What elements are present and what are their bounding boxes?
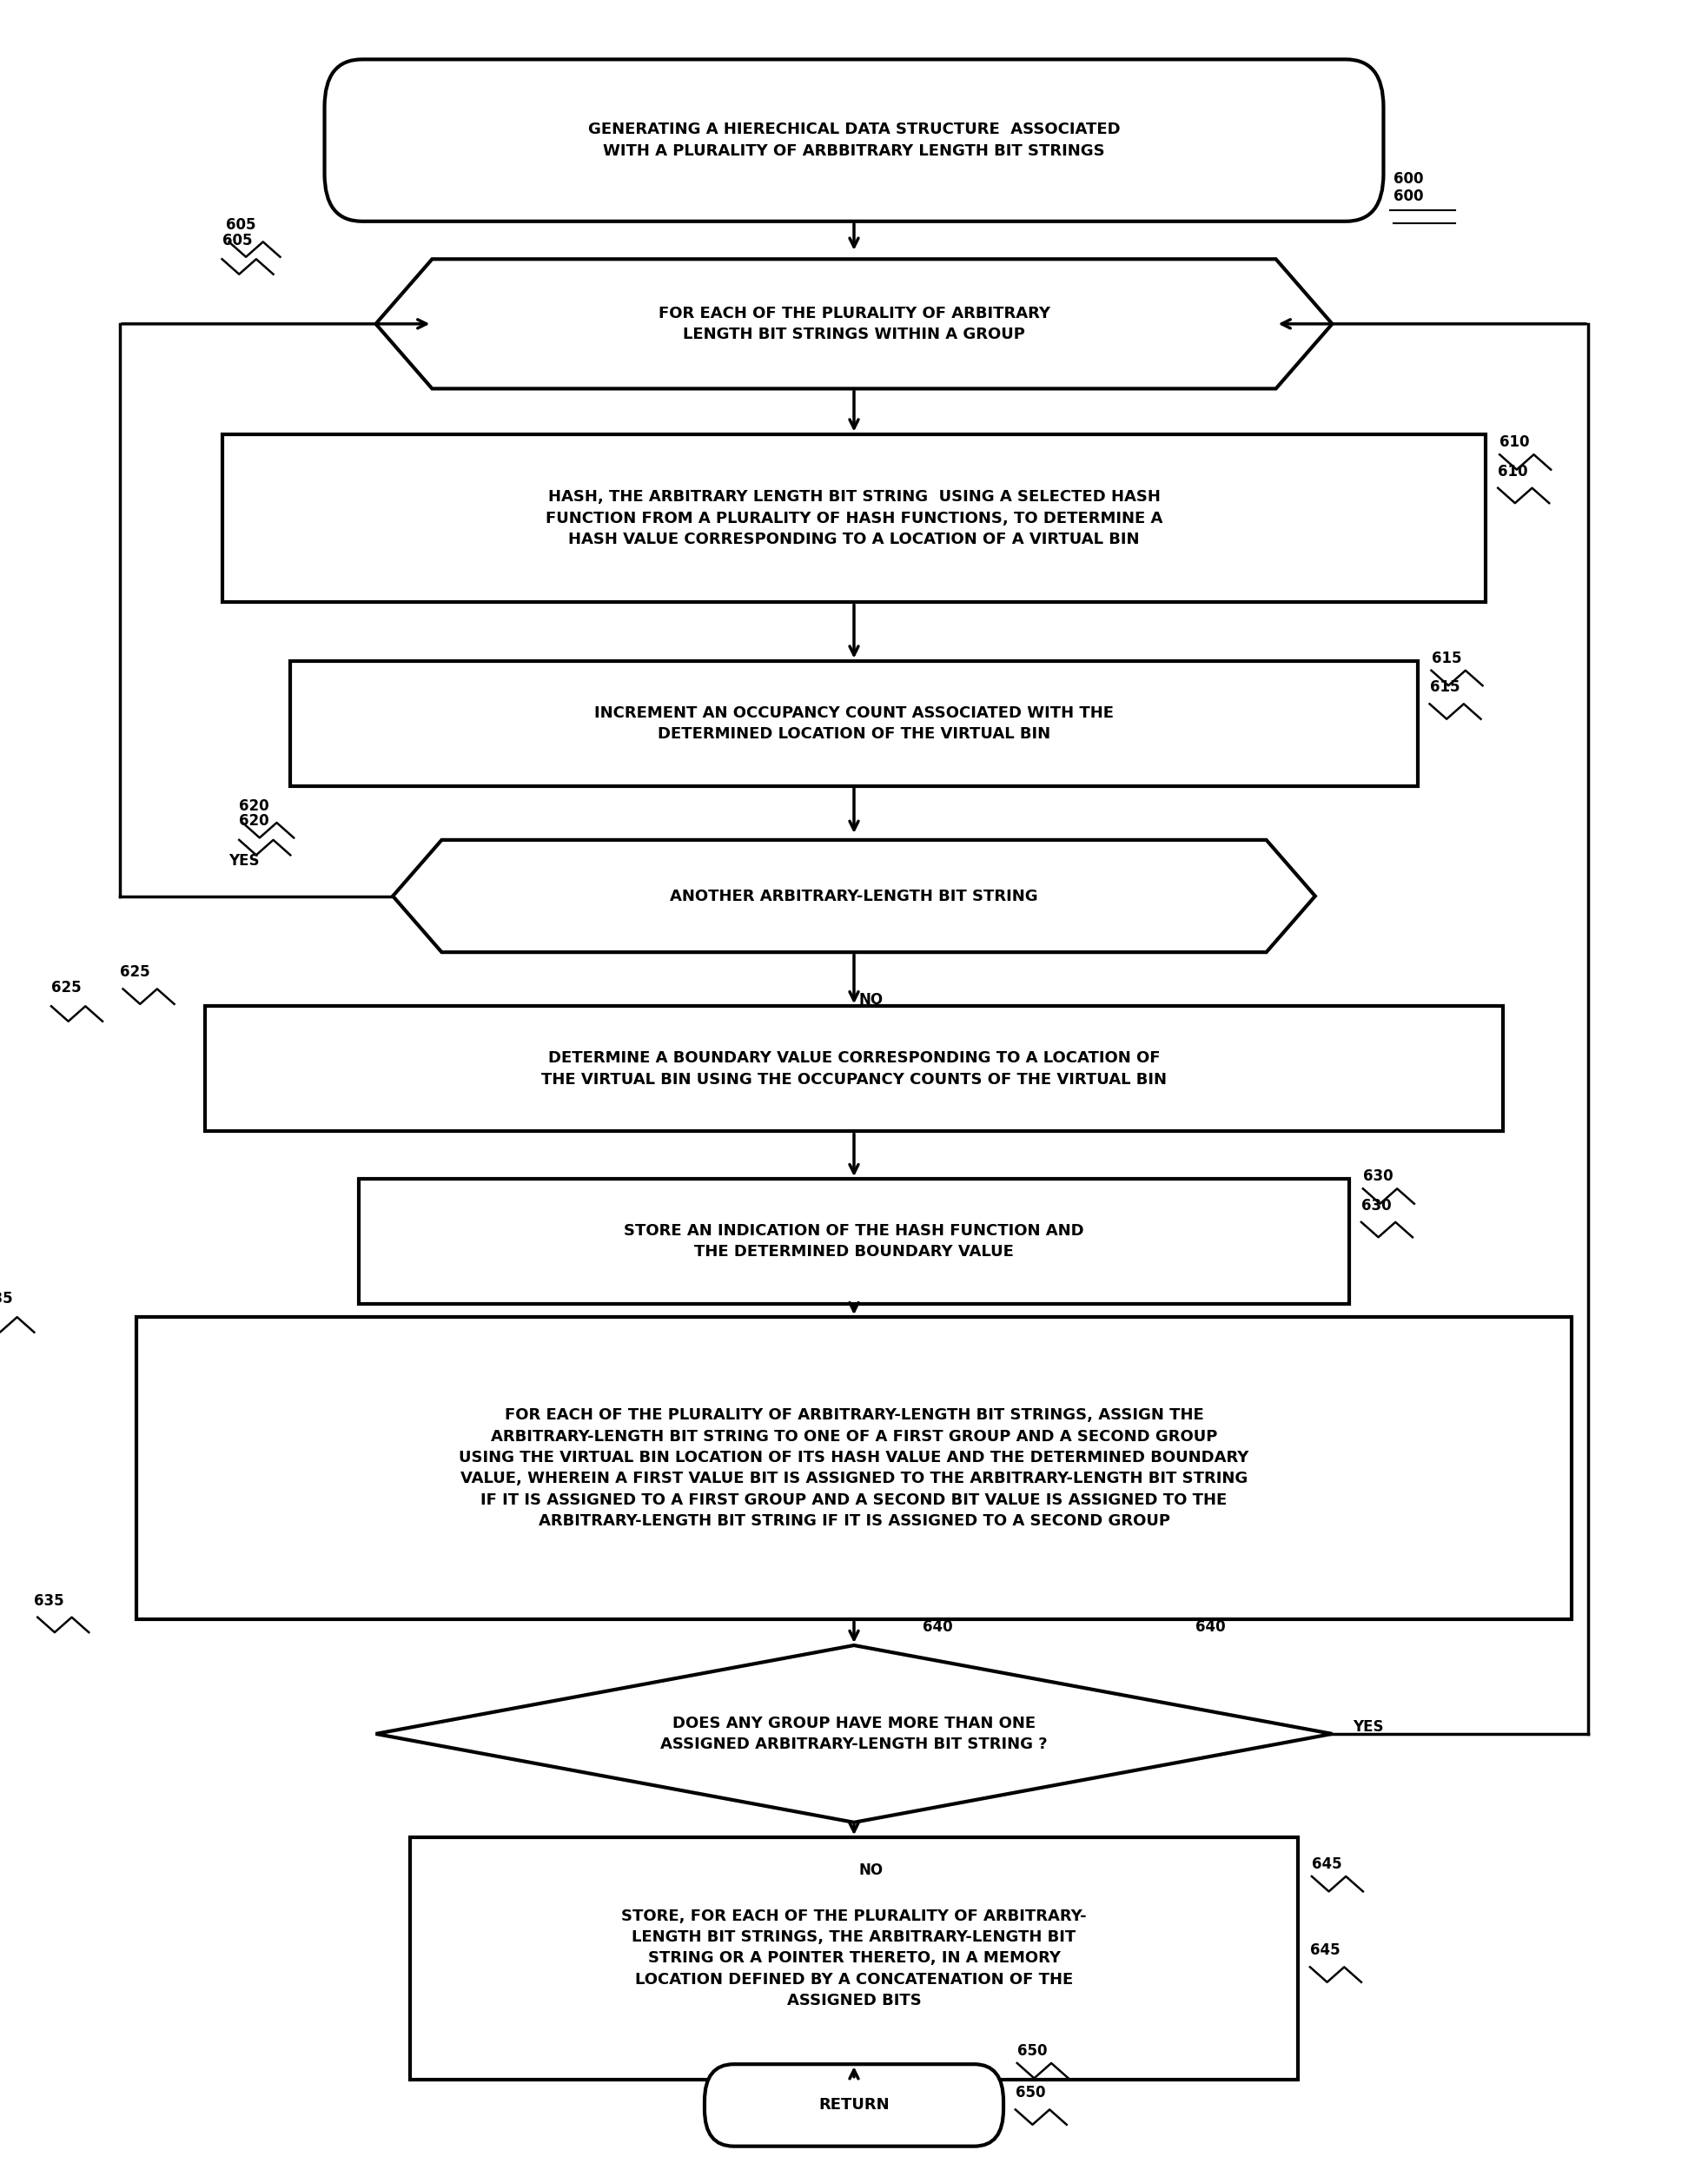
Text: NO: NO xyxy=(859,1862,883,1877)
Text: NO: NO xyxy=(859,992,883,1007)
Text: 620: 620 xyxy=(239,799,270,814)
Text: 625: 625 xyxy=(51,981,82,996)
Bar xyxy=(410,1838,1298,2079)
Text: STORE AN INDICATION OF THE HASH FUNCTION AND
THE DETERMINED BOUNDARY VALUE: STORE AN INDICATION OF THE HASH FUNCTION… xyxy=(623,1224,1085,1261)
Text: INCREMENT AN OCCUPANCY COUNT ASSOCIATED WITH THE
DETERMINED LOCATION OF THE VIRT: INCREMENT AN OCCUPANCY COUNT ASSOCIATED … xyxy=(594,705,1114,742)
Polygon shape xyxy=(376,1645,1332,1823)
Polygon shape xyxy=(393,840,1315,953)
Polygon shape xyxy=(376,258,1332,388)
Text: YES: YES xyxy=(229,853,260,868)
Text: DETERMINE A BOUNDARY VALUE CORRESPONDING TO A LOCATION OF
THE VIRTUAL BIN USING : DETERMINE A BOUNDARY VALUE CORRESPONDING… xyxy=(541,1050,1167,1087)
Text: 640: 640 xyxy=(1196,1619,1226,1634)
Text: GENERATING A HIERECHICAL DATA STRUCTURE  ASSOCIATED
WITH A PLURALITY OF ARBBITRA: GENERATING A HIERECHICAL DATA STRUCTURE … xyxy=(588,122,1120,158)
Text: 635: 635 xyxy=(34,1593,65,1608)
Text: 600: 600 xyxy=(1394,189,1424,204)
Text: 605: 605 xyxy=(222,232,253,247)
Text: ANOTHER ARBITRARY-LENGTH BIT STRING: ANOTHER ARBITRARY-LENGTH BIT STRING xyxy=(670,888,1038,905)
Text: RETURN: RETURN xyxy=(818,2098,890,2114)
Text: YES: YES xyxy=(1353,1719,1383,1736)
Text: FOR EACH OF THE PLURALITY OF ARBITRARY
LENGTH BIT STRINGS WITHIN A GROUP: FOR EACH OF THE PLURALITY OF ARBITRARY L… xyxy=(658,306,1050,343)
Text: 645: 645 xyxy=(1310,1942,1341,1957)
Text: 610: 610 xyxy=(1500,434,1530,449)
FancyBboxPatch shape xyxy=(325,59,1383,221)
Bar xyxy=(222,434,1486,603)
FancyBboxPatch shape xyxy=(704,2064,1003,2146)
Bar xyxy=(137,1317,1571,1619)
Text: 615: 615 xyxy=(1431,651,1462,666)
Text: 640: 640 xyxy=(922,1619,953,1634)
Text: 605: 605 xyxy=(225,217,256,232)
Text: 615: 615 xyxy=(1430,679,1460,694)
Text: 620: 620 xyxy=(239,814,270,829)
Text: DOES ANY GROUP HAVE MORE THAN ONE
ASSIGNED ARBITRARY-LENGTH BIT STRING ?: DOES ANY GROUP HAVE MORE THAN ONE ASSIGN… xyxy=(661,1716,1047,1751)
Text: STORE, FOR EACH OF THE PLURALITY OF ARBITRARY-
LENGTH BIT STRINGS, THE ARBITRARY: STORE, FOR EACH OF THE PLURALITY OF ARBI… xyxy=(622,1907,1086,2009)
Text: 650: 650 xyxy=(1015,2085,1045,2101)
Text: 645: 645 xyxy=(1312,1855,1342,1873)
Text: 650: 650 xyxy=(1018,2044,1047,2059)
Text: HASH, THE ARBITRARY LENGTH BIT STRING  USING A SELECTED HASH
FUNCTION FROM A PLU: HASH, THE ARBITRARY LENGTH BIT STRING US… xyxy=(545,488,1163,547)
Text: 625: 625 xyxy=(120,966,150,981)
Text: 630: 630 xyxy=(1361,1198,1392,1213)
Text: 635: 635 xyxy=(0,1291,14,1306)
Bar xyxy=(359,1178,1349,1304)
Text: FOR EACH OF THE PLURALITY OF ARBITRARY-LENGTH BIT STRINGS, ASSIGN THE
ARBITRARY-: FOR EACH OF THE PLURALITY OF ARBITRARY-L… xyxy=(459,1408,1249,1530)
Text: 610: 610 xyxy=(1498,464,1529,480)
Bar xyxy=(290,660,1418,786)
Bar xyxy=(205,1007,1503,1131)
Text: 600: 600 xyxy=(1394,171,1424,187)
Text: 630: 630 xyxy=(1363,1170,1394,1185)
